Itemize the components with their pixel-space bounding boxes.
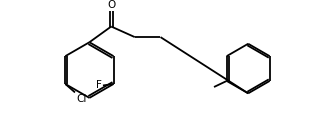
Text: O: O: [107, 0, 115, 10]
Text: Cl: Cl: [76, 94, 86, 104]
Text: F: F: [96, 80, 102, 91]
